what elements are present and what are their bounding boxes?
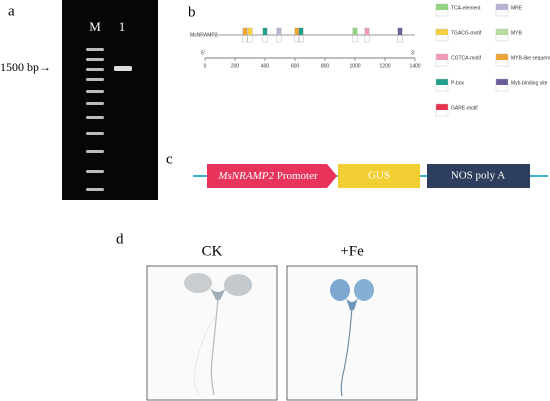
site bbox=[248, 28, 252, 35]
terminator-box bbox=[427, 164, 530, 188]
panel-label: b bbox=[188, 4, 196, 20]
band bbox=[114, 66, 132, 71]
legend-label: CGTCA-motif bbox=[451, 55, 482, 61]
ladder-band bbox=[86, 78, 104, 81]
seedling bbox=[330, 279, 374, 397]
ladder-band bbox=[86, 150, 104, 153]
legend-swatch-outline bbox=[435, 103, 449, 117]
legend-label: Myb-binding site bbox=[511, 80, 548, 86]
legend-swatch bbox=[436, 4, 448, 10]
size-marker: 1500 bp→ bbox=[0, 60, 51, 74]
legend-swatch bbox=[496, 54, 508, 60]
legend-label: MYB bbox=[511, 30, 523, 36]
legend-swatch bbox=[436, 29, 448, 35]
ladder-band bbox=[86, 188, 104, 191]
legend-label: MRE bbox=[511, 5, 523, 11]
ladder-band bbox=[86, 68, 104, 71]
legend-swatch bbox=[436, 54, 448, 60]
ladder-band bbox=[86, 90, 104, 93]
ladder-band bbox=[86, 58, 104, 61]
legend-label: P-box bbox=[451, 80, 465, 86]
legend-swatch bbox=[436, 79, 448, 85]
gel bbox=[62, 0, 158, 200]
promoter-word: Promoter bbox=[274, 170, 318, 182]
panel-label: c bbox=[166, 151, 173, 167]
end-label: 5' bbox=[201, 50, 205, 56]
promoter-label: MsNRAMP2 Promoter bbox=[217, 170, 318, 182]
ladder bbox=[86, 48, 104, 191]
site bbox=[398, 28, 402, 35]
tick-label: 800 bbox=[321, 63, 330, 69]
legend-label: MYB-like sequence bbox=[511, 55, 550, 61]
tick-label: 1400 bbox=[409, 63, 420, 69]
sites bbox=[242, 27, 403, 43]
tick-label: 600 bbox=[291, 63, 300, 69]
ladder-band bbox=[86, 170, 104, 173]
photo-frame bbox=[286, 265, 418, 401]
legend-label: GARE-motif bbox=[451, 105, 478, 111]
tick-label: 400 bbox=[261, 63, 270, 69]
legend: TCA-element MRE TGACG-motif MYB CGTCA-motif M… bbox=[435, 3, 550, 117]
legend-swatch-outline bbox=[495, 3, 509, 17]
legend-swatch bbox=[496, 79, 508, 85]
legend-swatch-outline bbox=[435, 3, 449, 17]
site bbox=[263, 28, 267, 35]
legend-label: TCA-element bbox=[451, 5, 481, 11]
gene-label: MsNRAMP2 bbox=[190, 32, 218, 38]
legend-swatch-outline bbox=[495, 78, 509, 92]
site bbox=[294, 28, 299, 35]
lane-label: 1 bbox=[119, 19, 126, 34]
site bbox=[299, 28, 303, 35]
legend-swatch bbox=[436, 104, 448, 110]
ladder-band bbox=[86, 132, 104, 135]
tick-label: 1200 bbox=[379, 63, 390, 69]
ladder-band bbox=[86, 48, 104, 51]
site bbox=[353, 28, 357, 35]
seedling bbox=[184, 273, 252, 397]
gus-box bbox=[338, 164, 420, 188]
ticks: 0 200 400 600 800 1000 1200 1400 bbox=[204, 58, 421, 69]
tick-label: 1000 bbox=[349, 63, 360, 69]
legend-swatch-outline bbox=[435, 28, 449, 42]
legend-label: TGACG-motif bbox=[451, 30, 482, 36]
panel-label: a bbox=[8, 3, 15, 19]
legend-swatch-outline bbox=[435, 78, 449, 92]
condition-label: +Fe bbox=[340, 243, 364, 259]
condition-label: CK bbox=[202, 243, 223, 259]
site bbox=[243, 28, 248, 35]
panel-label: d bbox=[116, 231, 124, 247]
promoter-box bbox=[207, 164, 337, 188]
ladder-band bbox=[86, 116, 104, 119]
legend-swatch-outline bbox=[435, 53, 449, 67]
ladder-band bbox=[86, 102, 104, 105]
end-label: 3' bbox=[411, 50, 415, 56]
lane-label: M bbox=[89, 19, 101, 34]
legend-swatch bbox=[496, 29, 508, 35]
tick-label: 200 bbox=[231, 63, 240, 69]
terminator-label: NOS poly A bbox=[451, 170, 505, 182]
site bbox=[365, 28, 369, 35]
site bbox=[276, 28, 281, 35]
legend-swatch-outline bbox=[495, 28, 509, 42]
promoter-gene: MsNRAMP2 bbox=[217, 170, 274, 182]
legend-swatch-outline bbox=[495, 53, 509, 67]
gus-label: GUS bbox=[368, 170, 390, 182]
tick-label: 0 bbox=[204, 63, 207, 69]
legend-swatch bbox=[496, 4, 508, 10]
